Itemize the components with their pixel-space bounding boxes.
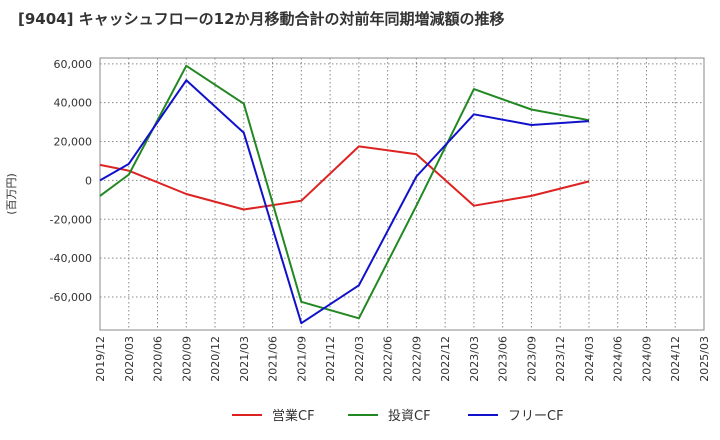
- x-tick-label: 2019/12: [94, 336, 107, 382]
- grid-layer: [99, 57, 705, 331]
- x-tick-label: 2020/03: [123, 336, 136, 382]
- y-axis-label: (百万円): [5, 173, 18, 215]
- axis-layer: 2019/12 2020/03 2020/06 2020/09 2020/12 2021/…: [5, 58, 711, 382]
- y-tick-label: 0: [85, 174, 92, 187]
- x-tick-label: 2022/09: [410, 336, 423, 382]
- x-tick-label: 2023/12: [554, 336, 567, 382]
- y-tick-label: 60,000: [54, 58, 93, 71]
- x-tick-label: 2021/06: [267, 336, 280, 382]
- y-tick-label: 40,000: [54, 97, 93, 110]
- x-tick-label: 2021/03: [238, 336, 251, 382]
- chart-title: [9404] キャッシュフローの12か月移動合計の対前年同期増減額の推移: [18, 10, 505, 28]
- x-tick-label: 2022/12: [439, 336, 452, 382]
- x-tick-label: 2025/03: [698, 336, 711, 382]
- series-line-3: [99, 79, 590, 325]
- y-tick-label: -60,000: [50, 291, 92, 304]
- x-tick-label: 2020/09: [180, 336, 193, 382]
- legend-label-3: フリーCF: [508, 409, 564, 424]
- x-tick-label: 2023/09: [525, 336, 538, 382]
- x-tick-label: 2022/03: [353, 336, 366, 382]
- y-tick-label: -20,000: [50, 213, 92, 226]
- x-tick-label: 2024/03: [583, 336, 596, 382]
- x-tick-label: 2023/03: [468, 336, 481, 382]
- x-tick-label: 2024/06: [612, 336, 625, 382]
- legend-layer: 営業CF 投資CF フリーCF: [232, 408, 564, 424]
- x-tick-label: 2021/12: [324, 336, 337, 382]
- series-line-2: [99, 64, 590, 320]
- series-layer: [99, 64, 590, 325]
- x-tick-label: 2024/12: [669, 336, 682, 382]
- series-line-1: [99, 145, 590, 211]
- x-tick-label: 2020/12: [209, 336, 222, 382]
- x-tick-label: 2023/06: [497, 336, 510, 382]
- legend-label-2: 投資CF: [388, 408, 431, 424]
- legend-label-1: 営業CF: [272, 408, 315, 424]
- x-tick-label: 2024/09: [640, 336, 653, 382]
- x-tick-label: 2021/09: [295, 336, 308, 382]
- y-tick-label: -40,000: [50, 252, 92, 265]
- y-tick-label: 20,000: [54, 136, 93, 149]
- x-tick-label: 2020/06: [152, 336, 165, 382]
- plot-border: [99, 57, 705, 331]
- x-tick-label: 2022/06: [382, 336, 395, 382]
